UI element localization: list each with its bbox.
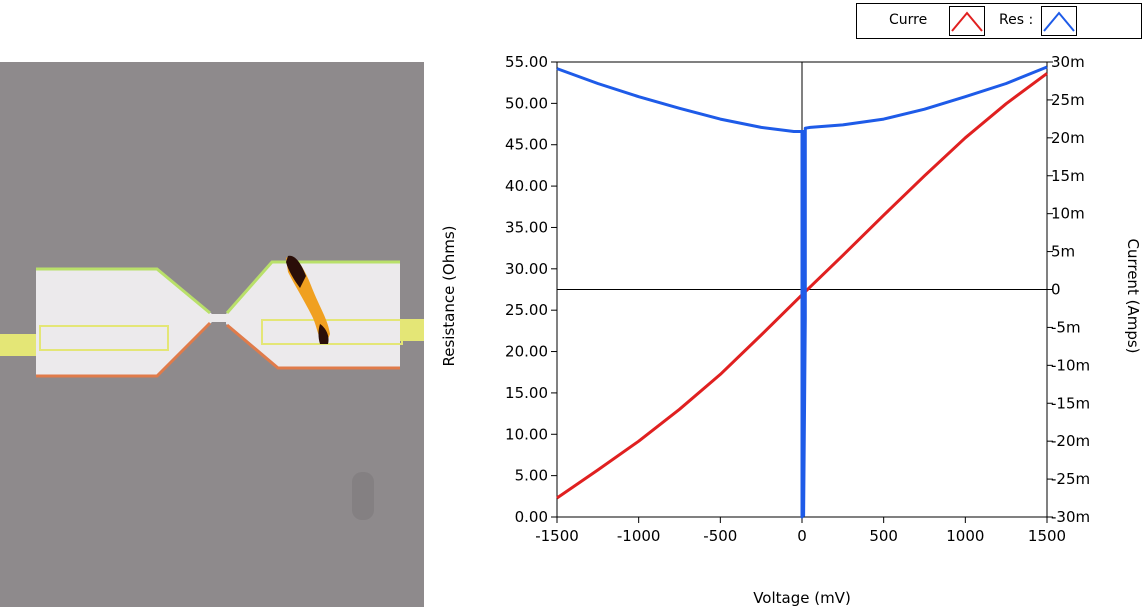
legend-label-current: Curre: [889, 12, 928, 28]
left-axis: 0.00 5.00 10.00 15.00 20.00 25.00 30.00 35.00 40…: [505, 53, 557, 526]
x-axis: -1500 -1000 -500 0 500 1000 1500: [535, 517, 1066, 545]
y-tick-label: 50.00: [505, 94, 548, 112]
x-tick-label: 0: [797, 527, 807, 545]
series-layer: [556, 65, 1048, 519]
legend-item-current: Curre: [857, 4, 997, 38]
y2-axis-title: Current (Amps): [1124, 238, 1142, 353]
right-pad-inner-trace: [261, 319, 403, 345]
device-micrograph: [0, 62, 424, 607]
y2-tick-label: -30m: [1051, 508, 1090, 526]
y2-tick-label: -10m: [1051, 356, 1090, 374]
left-pad-outline-top: [36, 267, 211, 315]
y-tick-label: 15.00: [505, 384, 548, 402]
iv-resistance-chart: 0.00 5.00 10.00 15.00 20.00 25.00 30.00 35.00 40…: [440, 53, 1142, 607]
x-tick-label: -1000: [617, 527, 661, 545]
micrograph-dark-spot: [352, 472, 374, 520]
y2-tick-label: 25m: [1051, 91, 1085, 109]
y-tick-label: 40.00: [505, 177, 548, 195]
y2-tick-label: 20m: [1051, 129, 1085, 147]
right-axis: -30m -25m -20m -15m -10m -5m 0 5m 10m 15m 20m 25m 30…: [1047, 53, 1090, 526]
y-tick-label: 55.00: [505, 53, 548, 71]
chart-legend: Curre Res :: [856, 3, 1142, 39]
y2-tick-label: 0: [1051, 281, 1061, 299]
y2-tick-label: -20m: [1051, 432, 1090, 450]
y2-tick-label: -5m: [1051, 318, 1081, 336]
x-tick-label: 500: [869, 527, 898, 545]
y-tick-label: 30.00: [505, 260, 548, 278]
series-resistance-line: [556, 65, 1048, 519]
burn-mark-tail: [318, 324, 329, 344]
left-pad-outline-bottom: [36, 321, 212, 378]
x-tick-label: -500: [703, 527, 737, 545]
right-lead-trace: [398, 319, 424, 341]
y2-tick-label: 10m: [1051, 205, 1085, 223]
y-tick-label: 0.00: [515, 508, 548, 526]
x-axis-title: Voltage (mV): [753, 589, 851, 607]
x-tick-label: 1000: [946, 527, 984, 545]
y2-tick-label: 30m: [1051, 53, 1085, 71]
right-pad-outline-bottom: [226, 323, 400, 370]
legend-item-resistance: Res :: [989, 4, 1143, 38]
x-tick-label: 1500: [1028, 527, 1066, 545]
y2-tick-label: 5m: [1051, 243, 1075, 261]
y-axis-title: Resistance (Ohms): [440, 225, 458, 366]
line-sample-icon: [949, 6, 985, 36]
x-tick-label: -1500: [535, 527, 579, 545]
y-tick-label: 20.00: [505, 343, 548, 361]
left-pad-inner-trace: [39, 325, 169, 351]
legend-label-resistance: Res :: [999, 12, 1034, 28]
y-tick-label: 35.00: [505, 218, 548, 236]
burn-mark-core: [286, 255, 306, 288]
y-tick-label: 5.00: [515, 467, 548, 485]
y-tick-label: 25.00: [505, 301, 548, 319]
y2-tick-label: -15m: [1051, 394, 1090, 412]
y2-tick-label: 15m: [1051, 167, 1085, 185]
line-sample-icon: [1041, 6, 1077, 36]
right-pad-outline-top: [225, 260, 400, 314]
bridge-constriction: [210, 314, 228, 322]
y2-tick-label: -25m: [1051, 470, 1090, 488]
y-tick-label: 10.00: [505, 425, 548, 443]
left-lead-trace: [0, 334, 40, 356]
y-tick-label: 45.00: [505, 136, 548, 154]
